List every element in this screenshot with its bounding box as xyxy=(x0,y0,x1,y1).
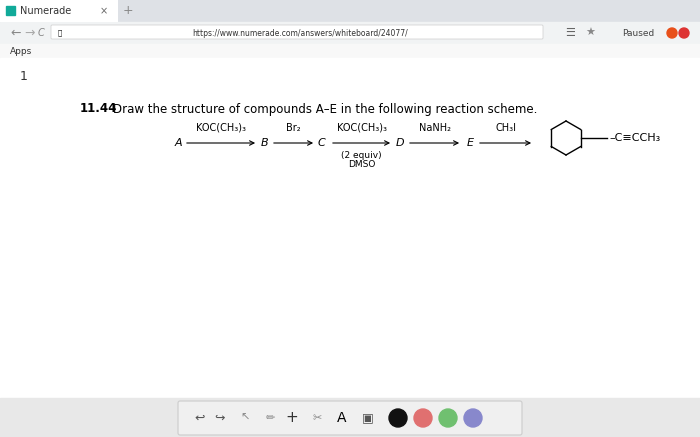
Text: E: E xyxy=(466,138,473,148)
Text: Br₂: Br₂ xyxy=(286,123,301,133)
Text: KOC(CH₃)₃: KOC(CH₃)₃ xyxy=(337,123,386,133)
Bar xyxy=(0,22,700,44)
Text: Draw the structure of compounds A–E in the following reaction scheme.: Draw the structure of compounds A–E in t… xyxy=(113,103,538,115)
Text: ×: × xyxy=(100,6,108,16)
Circle shape xyxy=(389,409,407,427)
Text: ☰: ☰ xyxy=(565,28,575,38)
Bar xyxy=(0,0,700,22)
Text: ←: ← xyxy=(10,27,20,39)
Text: A: A xyxy=(337,411,346,425)
Text: 1: 1 xyxy=(20,69,28,83)
Text: ↪: ↪ xyxy=(215,412,225,424)
Circle shape xyxy=(464,409,482,427)
Bar xyxy=(0,398,700,437)
Text: (2 equiv): (2 equiv) xyxy=(341,151,382,160)
Text: +: + xyxy=(286,410,298,426)
Text: CH₃I: CH₃I xyxy=(495,123,516,133)
Text: Numerade: Numerade xyxy=(20,6,71,16)
FancyBboxPatch shape xyxy=(0,0,118,22)
Text: KOC(CH₃)₃: KOC(CH₃)₃ xyxy=(196,123,246,133)
Text: Paused: Paused xyxy=(622,28,654,38)
Text: ✏: ✏ xyxy=(265,413,274,423)
Text: C: C xyxy=(38,28,45,38)
FancyBboxPatch shape xyxy=(51,25,543,39)
Text: D: D xyxy=(395,138,405,148)
Circle shape xyxy=(414,409,432,427)
Circle shape xyxy=(439,409,457,427)
Text: ↖: ↖ xyxy=(240,413,250,423)
Text: +: + xyxy=(122,4,133,17)
Text: 11.44: 11.44 xyxy=(80,103,118,115)
Text: →: → xyxy=(24,27,34,39)
Text: https://www.numerade.com/answers/whiteboard/24077/: https://www.numerade.com/answers/whitebo… xyxy=(192,28,408,38)
Circle shape xyxy=(667,28,677,38)
Text: NaNH₂: NaNH₂ xyxy=(419,123,451,133)
Text: ▣: ▣ xyxy=(362,412,374,424)
Text: A: A xyxy=(174,138,182,148)
Text: ✂: ✂ xyxy=(312,413,322,423)
Text: C: C xyxy=(317,138,325,148)
Text: Apps: Apps xyxy=(10,46,32,55)
Bar xyxy=(0,58,700,398)
Text: DMSO: DMSO xyxy=(348,160,375,169)
Text: 🔒: 🔒 xyxy=(58,30,62,36)
Bar xyxy=(6,6,15,15)
Text: ★: ★ xyxy=(585,28,595,38)
FancyBboxPatch shape xyxy=(178,401,522,435)
Circle shape xyxy=(679,28,689,38)
Text: –C≡CCH₃: –C≡CCH₃ xyxy=(609,133,660,143)
Bar xyxy=(0,44,700,58)
Text: B: B xyxy=(261,138,269,148)
Text: ↩: ↩ xyxy=(195,412,205,424)
